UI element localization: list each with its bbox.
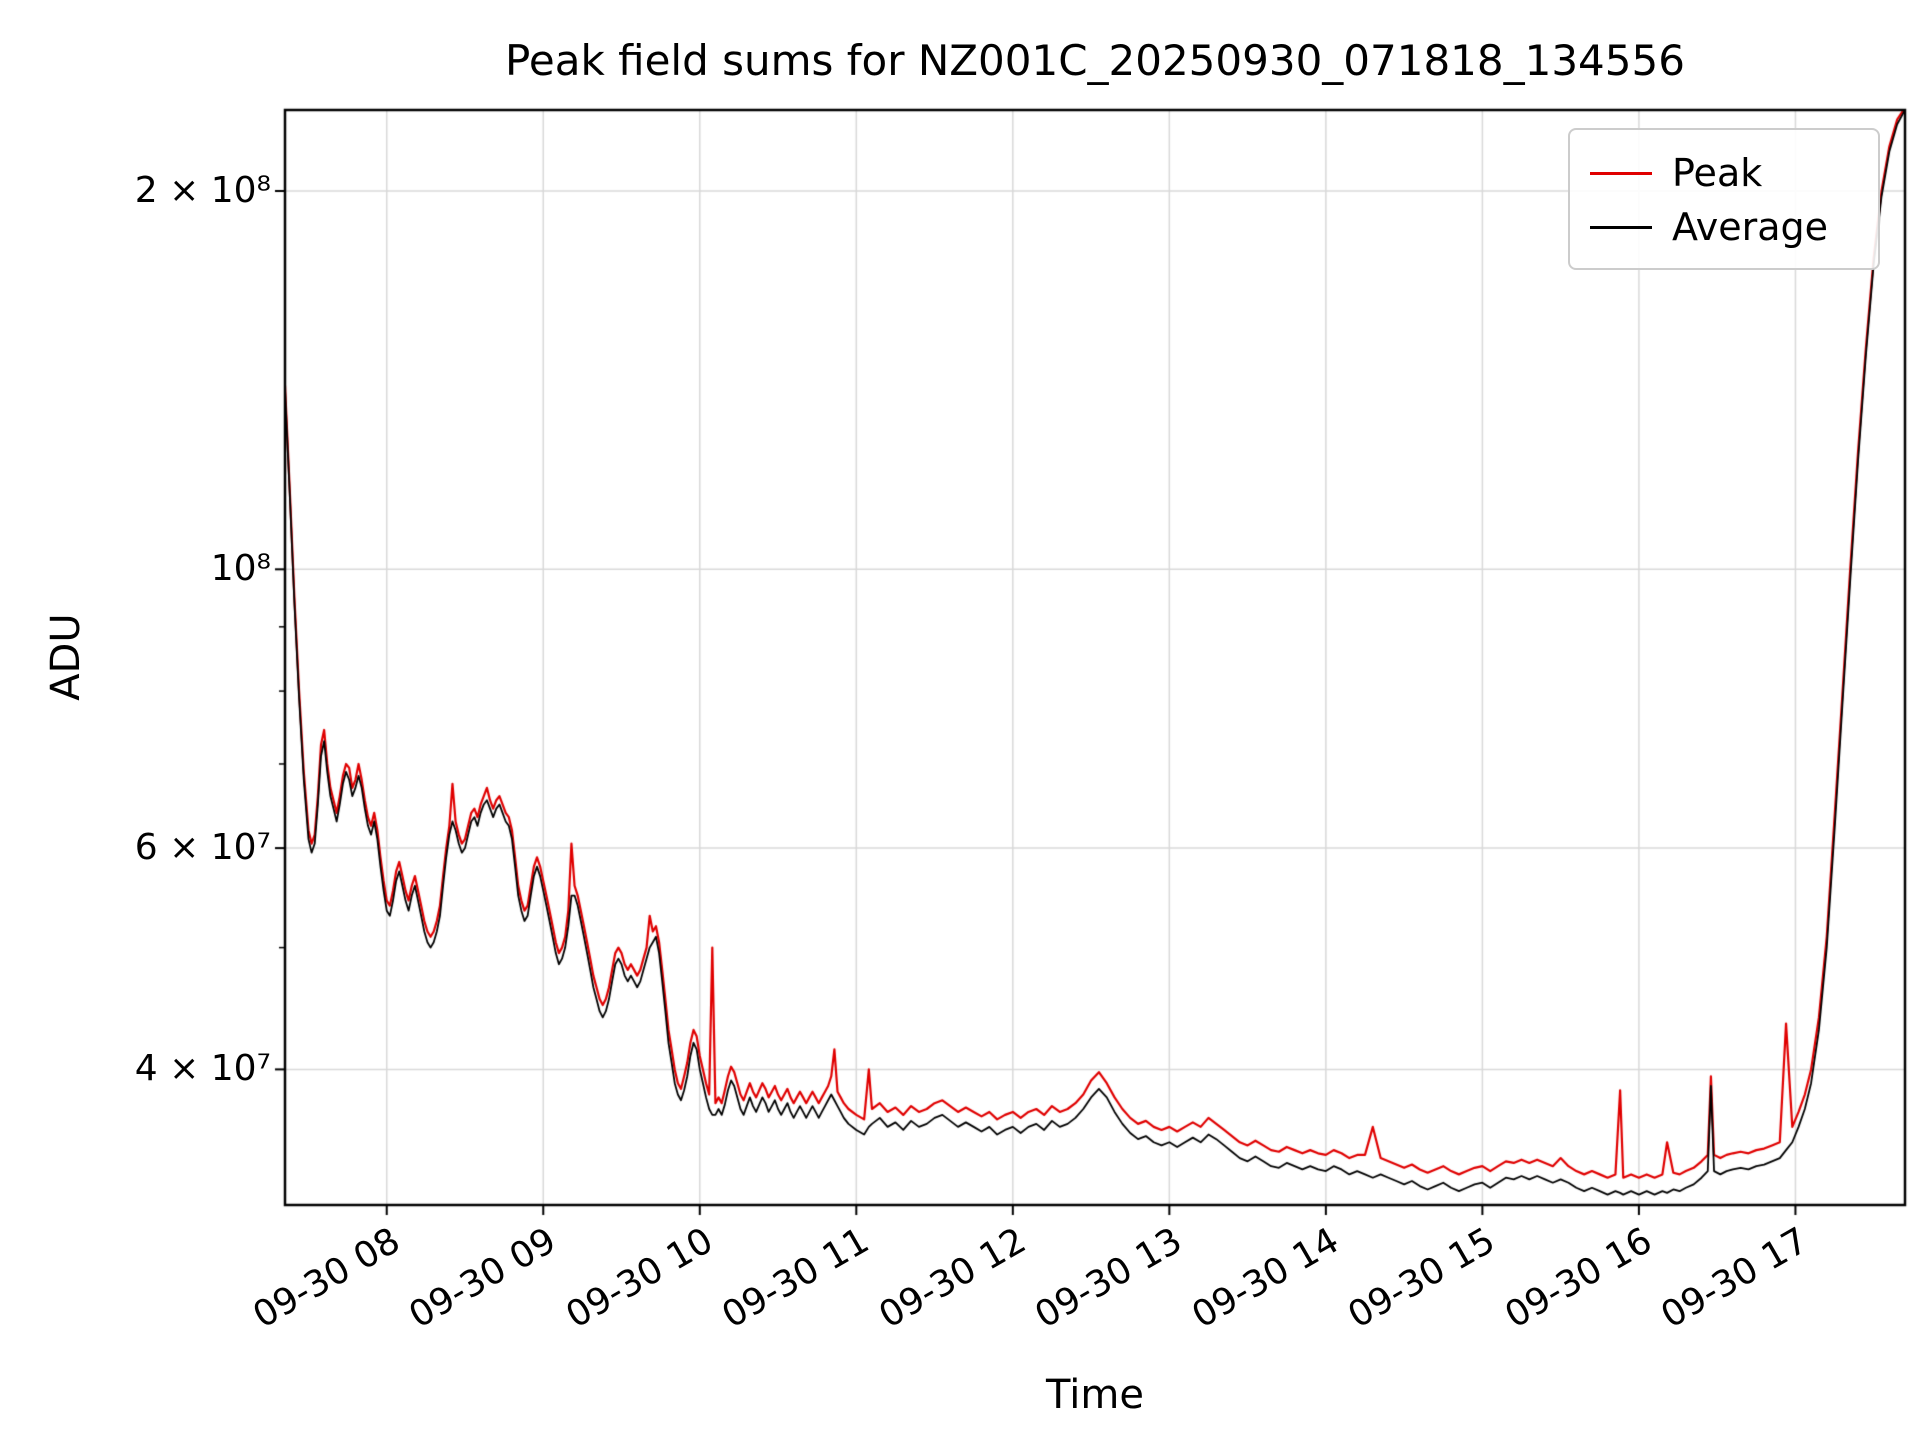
y-tick-label: 6 × 10⁷ [134,827,271,869]
y-tick-label: 10⁸ [210,548,271,590]
legend-label: Peak [1672,151,1763,195]
legend-line-peak-icon [1590,171,1652,175]
legend-entry-average: Average [1590,200,1858,254]
y-tick-label: 4 × 10⁷ [134,1048,271,1090]
y-tick-label: 2 × 10⁸ [134,170,271,211]
x-axis-label: Time [1046,1372,1144,1418]
legend-label: Average [1672,205,1829,249]
legend-line-average-icon [1590,225,1652,229]
y-axis-label: ADU [43,613,89,701]
chart-title: Peak field sums for NZ001C_20250930_0718… [505,36,1685,85]
legend-entry-peak: Peak [1590,146,1858,200]
legend: Peak Average [1568,128,1880,270]
